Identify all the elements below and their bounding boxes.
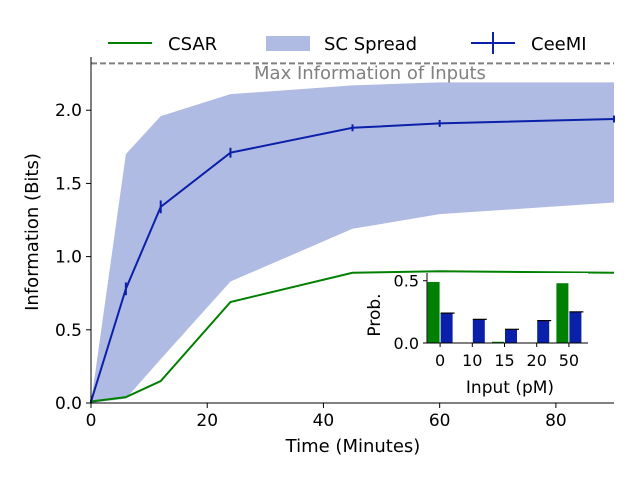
inset-x-tick-label: 10: [462, 351, 482, 370]
series-band-sc-spread: [91, 82, 614, 404]
x-tick-label: 0: [86, 411, 97, 431]
inset-bar-csar-50: [556, 283, 569, 343]
inset-bar-ceemi-10: [472, 319, 485, 343]
inset-y-axis-label: Prob.: [365, 293, 385, 336]
y-tick-label: 0.0: [55, 394, 82, 414]
reference-line-layer: Max Information of Inputs: [91, 62, 614, 84]
inset-x-tick-label: 15: [494, 351, 514, 370]
series-line-csar: [90, 270, 615, 403]
series-layer: [90, 115, 615, 404]
y-tick-label: 1.5: [55, 174, 82, 194]
y-tick-label: 1.0: [55, 248, 82, 268]
legend-swatch-sc-spread: [266, 36, 310, 51]
y-tick-label: 0.5: [55, 321, 82, 341]
legend: CSAR SC Spread CeeMI: [108, 32, 587, 55]
inset-x-axis-label: Input (pM): [466, 378, 554, 398]
x-tick-label: 80: [545, 411, 567, 431]
inset-bar-ceemi-20: [537, 320, 550, 343]
inset-y-tick-label: 0.0: [394, 334, 419, 353]
main-axes: 0 20 40 60 80 0.0 0.5 1.0 1.5 2.0: [55, 57, 614, 431]
inset-x-tick-label: 50: [559, 351, 579, 370]
x-tick-label: 20: [196, 411, 218, 431]
legend-label-csar: CSAR: [168, 34, 217, 55]
inset-bar-csar-0: [427, 281, 440, 343]
reference-line-label: Max Information of Inputs: [254, 63, 486, 84]
legend-label-sc-spread: SC Spread: [324, 34, 417, 55]
x-tick-label: 40: [313, 411, 335, 431]
inset-bar-ceemi-15: [505, 329, 517, 343]
legend-label-ceemi: CeeMI: [531, 34, 587, 55]
x-tick-label: 60: [429, 411, 451, 431]
inset-y-tick-label: 0.5: [394, 272, 419, 291]
inset-chart: 0 10 15 20 50 0.0 0.5: [394, 272, 588, 370]
y-axis-label: Information (Bits): [22, 153, 43, 311]
y-tick-label: 2.0: [55, 101, 82, 121]
inset-bar-ceemi-0: [440, 313, 453, 343]
inset-bar-csar-15: [492, 341, 504, 343]
band-layer: [91, 82, 614, 404]
x-axis-label: Time (Minutes): [285, 436, 421, 457]
inset-x-tick-label: 0: [435, 351, 445, 370]
inset-x-tick-label: 20: [527, 351, 547, 370]
inset-bar-ceemi-50: [569, 311, 582, 343]
